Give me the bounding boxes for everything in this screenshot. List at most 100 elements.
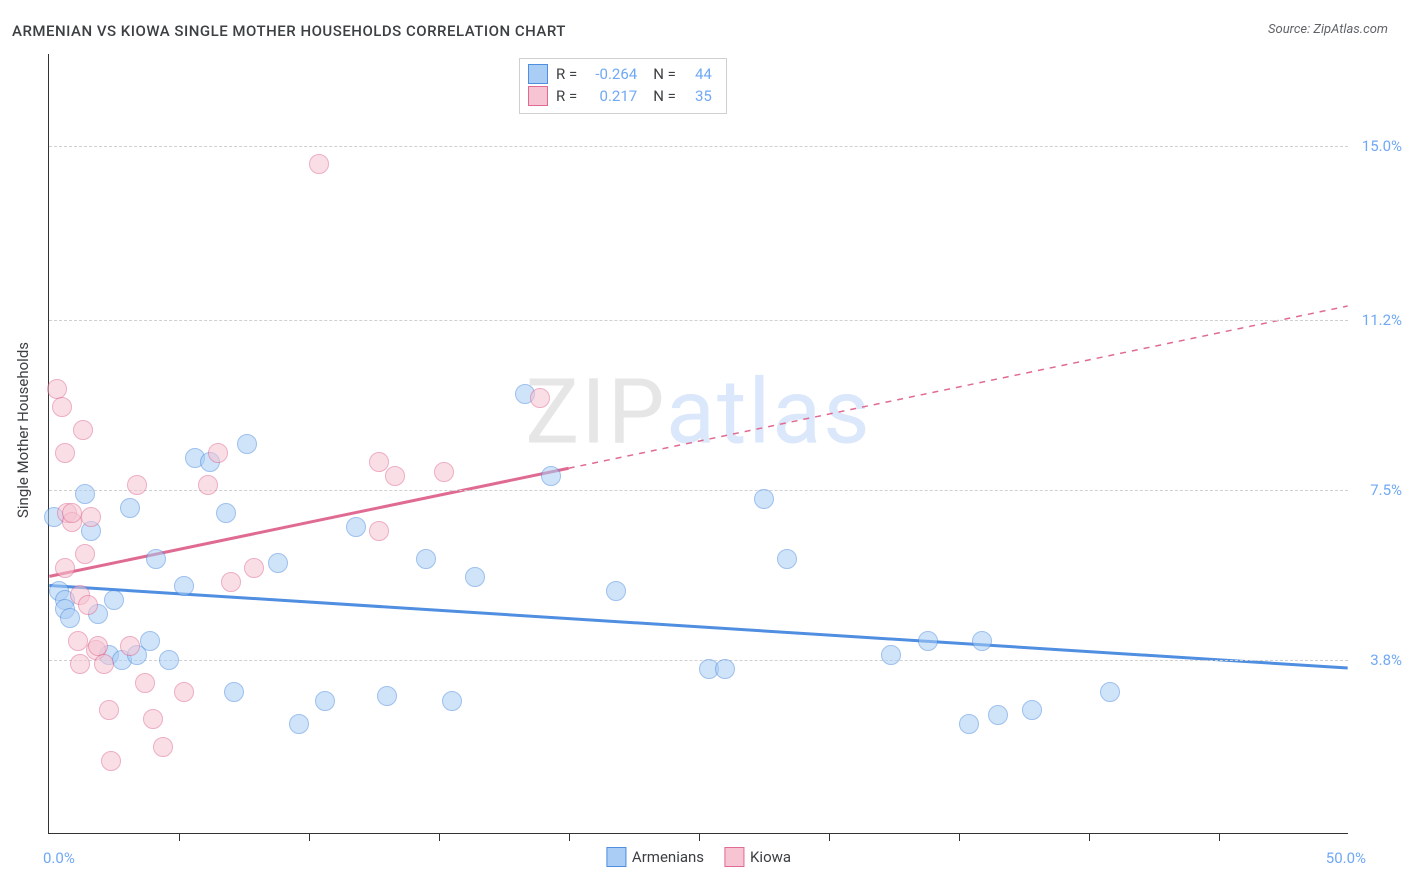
kiowa-point bbox=[70, 654, 90, 674]
chart-title: ARMENIAN VS KIOWA SINGLE MOTHER HOUSEHOL… bbox=[12, 22, 566, 40]
kiowa-point bbox=[47, 379, 67, 399]
kiowa-point bbox=[101, 751, 121, 771]
x-axis-end-label: 50.0% bbox=[1326, 849, 1366, 867]
x-tick bbox=[439, 833, 440, 841]
stats-r-label: R = bbox=[556, 63, 577, 85]
legend-label: Armenians bbox=[632, 848, 704, 866]
armenians-point bbox=[75, 484, 95, 504]
gridline bbox=[49, 146, 1348, 147]
plot-area: ZIPatlas R =-0.264N =44R =0.217N =35 Arm… bbox=[48, 54, 1348, 834]
gridline bbox=[49, 320, 1348, 321]
kiowa-point bbox=[385, 466, 405, 486]
armenians-point bbox=[224, 682, 244, 702]
armenians-point bbox=[237, 434, 257, 454]
kiowa-point bbox=[198, 475, 218, 495]
armenians-point bbox=[606, 581, 626, 601]
source-label: Source: ZipAtlas.com bbox=[1268, 22, 1388, 37]
stats-n-label: N = bbox=[653, 85, 676, 107]
stats-row-armenians: R = -0.264 N = 44 bbox=[528, 63, 712, 85]
kiowa-point bbox=[52, 397, 72, 417]
legend-item: Armenians bbox=[606, 847, 704, 867]
kiowa-point bbox=[75, 544, 95, 564]
y-axis-title: Single Mother Households bbox=[14, 342, 32, 518]
kiowa-point bbox=[62, 503, 82, 523]
kiowa-point bbox=[530, 388, 550, 408]
kiowa-point bbox=[94, 654, 114, 674]
x-tick bbox=[569, 833, 570, 841]
kiowa-point bbox=[78, 595, 98, 615]
armenians-point bbox=[416, 549, 436, 569]
armenians-point bbox=[104, 590, 124, 610]
kiowa-point bbox=[208, 443, 228, 463]
kiowa-point bbox=[434, 462, 454, 482]
watermark: ZIPatlas bbox=[525, 360, 871, 465]
kiowa-trendline-extrapolated bbox=[569, 306, 1348, 468]
armenians-point bbox=[972, 631, 992, 651]
armenians-point bbox=[377, 686, 397, 706]
stats-n-label: N = bbox=[653, 63, 676, 85]
stats-row-kiowa: R =0.217N =35 bbox=[528, 85, 712, 107]
kiowa-point bbox=[73, 420, 93, 440]
chart-container: ARMENIAN VS KIOWA SINGLE MOTHER HOUSEHOL… bbox=[0, 0, 1406, 892]
x-tick bbox=[829, 833, 830, 841]
stats-n-value: 35 bbox=[684, 85, 712, 107]
x-tick bbox=[959, 833, 960, 841]
stats-r-value: 0.217 bbox=[585, 85, 637, 107]
kiowa-point bbox=[127, 475, 147, 495]
gridline bbox=[49, 490, 1348, 491]
x-tick bbox=[1219, 833, 1220, 841]
legend: Armenians Kiowa bbox=[606, 847, 791, 867]
stats-box: R = -0.264 N = 44R = 0.217 N = 35 bbox=[519, 58, 727, 114]
x-tick bbox=[1089, 833, 1090, 841]
legend-label: Kiowa bbox=[750, 848, 791, 866]
armenians-point bbox=[1100, 682, 1120, 702]
armenians-point bbox=[174, 576, 194, 596]
armenians-point bbox=[60, 608, 80, 628]
kiowa-point bbox=[68, 631, 88, 651]
watermark-part-a: ZIP bbox=[525, 360, 666, 465]
kiowa-point bbox=[99, 700, 119, 720]
armenians-point bbox=[1022, 700, 1042, 720]
armenians-point bbox=[881, 645, 901, 665]
armenians-point bbox=[140, 631, 160, 651]
kiowa-point bbox=[81, 507, 101, 527]
armenians-point bbox=[268, 553, 288, 573]
armenians-point bbox=[289, 714, 309, 734]
kiowa-point bbox=[153, 737, 173, 757]
armenians-point bbox=[159, 650, 179, 670]
armenians-point bbox=[146, 549, 166, 569]
y-tick-label: 11.2% bbox=[1352, 311, 1402, 329]
armenians-swatch bbox=[528, 64, 548, 84]
kiowa-point bbox=[143, 709, 163, 729]
gridline bbox=[49, 660, 1348, 661]
stats-n-value: 44 bbox=[684, 63, 712, 85]
armenians-point bbox=[315, 691, 335, 711]
x-tick bbox=[699, 833, 700, 841]
kiowa-point bbox=[174, 682, 194, 702]
armenians-point bbox=[346, 517, 366, 537]
legend-item: Kiowa bbox=[724, 847, 791, 867]
y-tick-label: 15.0% bbox=[1352, 137, 1402, 155]
x-tick bbox=[309, 833, 310, 841]
kiowa-point bbox=[244, 558, 264, 578]
armenians-point bbox=[442, 691, 462, 711]
armenians-point bbox=[120, 498, 140, 518]
x-axis-start-label: 0.0% bbox=[43, 849, 75, 867]
kiowa-point bbox=[55, 558, 75, 578]
y-tick-label: 7.5% bbox=[1352, 481, 1402, 499]
kiowa-point bbox=[55, 443, 75, 463]
legend-swatch bbox=[606, 847, 626, 867]
armenians-point bbox=[988, 705, 1008, 725]
armenians-point bbox=[918, 631, 938, 651]
armenians-trendline bbox=[49, 586, 1347, 668]
kiowa-point bbox=[221, 572, 241, 592]
legend-swatch bbox=[724, 847, 744, 867]
kiowa-point bbox=[88, 636, 108, 656]
armenians-point bbox=[465, 567, 485, 587]
x-tick bbox=[179, 833, 180, 841]
kiowa-point bbox=[309, 154, 329, 174]
stats-r-value: -0.264 bbox=[585, 63, 637, 85]
armenians-point bbox=[216, 503, 236, 523]
armenians-point bbox=[777, 549, 797, 569]
kiowa-swatch bbox=[528, 86, 548, 106]
